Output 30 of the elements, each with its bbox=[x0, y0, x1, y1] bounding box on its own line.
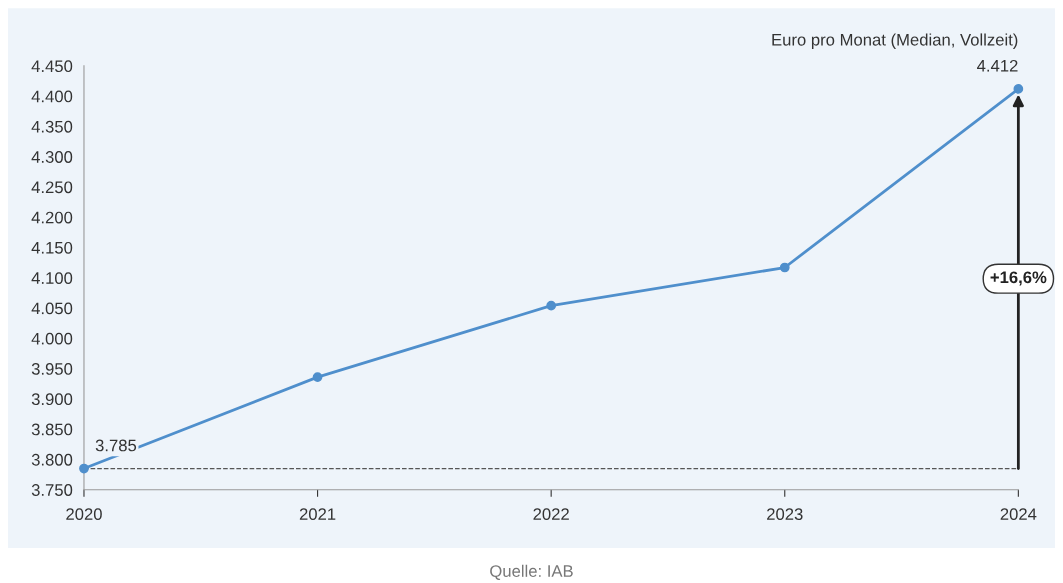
x-tick-label: 2022 bbox=[533, 508, 569, 521]
point bbox=[779, 262, 790, 273]
y-axis-title: Euro pro Monat (Median, Vollzeit) bbox=[772, 33, 1018, 49]
y-tick-label: 3.850 bbox=[31, 423, 73, 436]
source-note: Quelle: IAB bbox=[490, 564, 573, 580]
x-tick-label: 2024 bbox=[1000, 508, 1037, 521]
y-tick-label: 4.300 bbox=[31, 151, 73, 163]
y-tick-label: 4.000 bbox=[31, 332, 73, 345]
y-tick-label: 4.350 bbox=[31, 120, 73, 133]
y-tick-label: 4.100 bbox=[31, 272, 73, 284]
x-tick-label: 2023 bbox=[767, 508, 803, 521]
y-tick-label: 4.050 bbox=[31, 302, 73, 315]
y-tick-label: 4.400 bbox=[31, 90, 73, 103]
y-tick-label: 4.150 bbox=[31, 241, 73, 254]
data-label: 4.412 bbox=[977, 59, 1018, 72]
y-tick-label: 4.250 bbox=[31, 181, 73, 194]
x-tick-label: 2020 bbox=[66, 508, 102, 521]
point bbox=[546, 300, 557, 311]
y-tick-label: 4.200 bbox=[31, 211, 73, 224]
y-tick-label: 3.950 bbox=[31, 363, 73, 375]
point bbox=[79, 463, 89, 474]
point bbox=[312, 372, 323, 382]
annotation: +16,6% bbox=[990, 271, 1047, 286]
y-tick-label: 3.900 bbox=[31, 393, 73, 406]
data-label: 3.785 bbox=[95, 439, 137, 452]
y-tick-label: 4.450 bbox=[31, 60, 73, 73]
y-tick-label: 3.800 bbox=[31, 453, 73, 466]
point bbox=[1013, 84, 1024, 94]
y-tick-label: 3.750 bbox=[31, 484, 73, 496]
x-tick-label: 2021 bbox=[299, 508, 336, 521]
